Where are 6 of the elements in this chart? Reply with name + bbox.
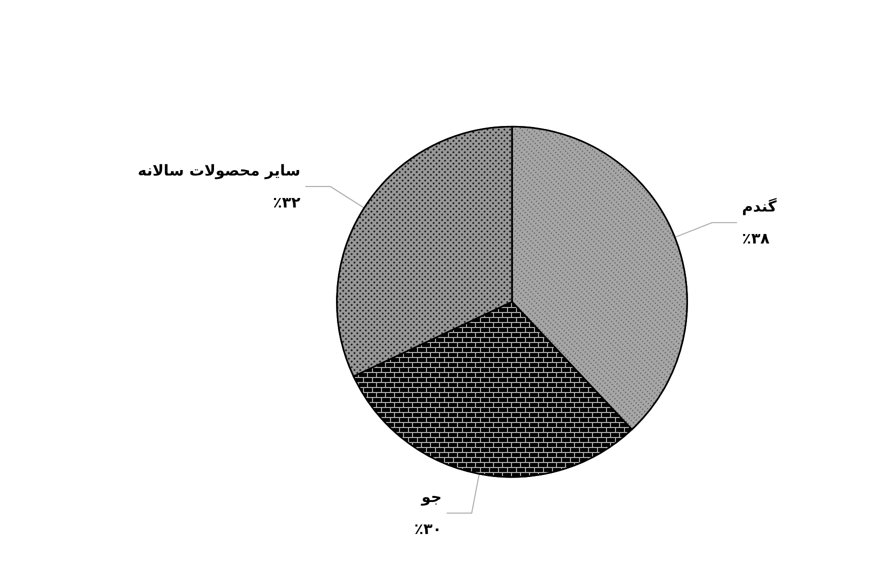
- slice-label: گندم: [742, 198, 777, 216]
- data-label: ٪۳۸: [742, 230, 770, 248]
- slice-label: جو: [420, 488, 442, 506]
- data-label: ٪۳۰: [414, 520, 442, 538]
- slice-label: سایر محصولات سالانه: [138, 162, 300, 180]
- data-label: ٪۳۲: [272, 194, 300, 212]
